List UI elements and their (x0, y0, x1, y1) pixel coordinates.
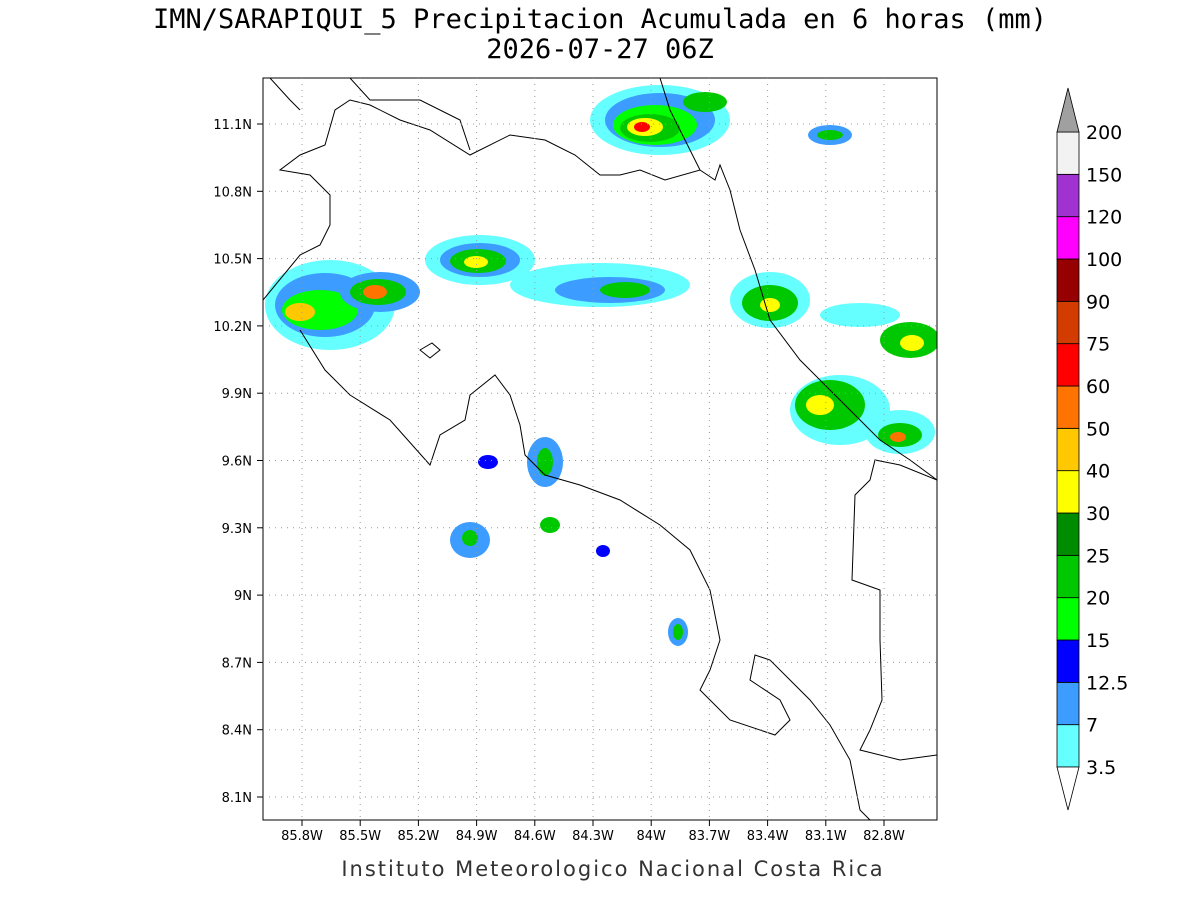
lon-label: 83.7W (688, 829, 730, 844)
title: IMN/SARAPIQUI_5 Precipitacion Acumulada … (153, 4, 1047, 35)
colorbar-label: 50 (1086, 418, 1110, 440)
colorbar-label: 60 (1086, 376, 1110, 398)
map-area: 11.1N 10.8N 10.5N 10.2N 9.9N 9.6N 9.3N 9N 8.7N 8.… (213, 77, 938, 844)
colorbar-label: 100 (1086, 249, 1122, 271)
lat-label: 10.5N (213, 253, 252, 268)
colorbar: 3.5 7 12.5 15 20 25 30 40 50 60 75 90 100 120 150 200 (1056, 87, 1128, 811)
colorbar-swatch (1056, 173, 1080, 218)
colorbar-swatch (1056, 512, 1080, 556)
colorbar-label: 200 (1086, 122, 1122, 144)
lon-label: 85.5W (339, 829, 381, 844)
lon-label: 84.3W (572, 829, 614, 844)
colorbar-under (1056, 766, 1080, 811)
colorbar-label: 7 (1086, 715, 1098, 737)
colorbar-label: 25 (1086, 545, 1110, 567)
colorbar-label: 12.5 (1086, 672, 1128, 694)
colorbar-label: 150 (1086, 164, 1122, 186)
subtitle: 2026-07-27 06Z (486, 34, 714, 65)
colorbar-over (1056, 87, 1080, 133)
colorbar-swatch (1056, 470, 1080, 514)
colorbar-swatch (1056, 554, 1080, 599)
colorbar-swatch (1056, 597, 1080, 641)
lat-label: 10.2N (213, 320, 252, 335)
colorbar-label: 90 (1086, 291, 1110, 313)
colorbar-swatch (1056, 343, 1080, 387)
colorbar-label: 20 (1086, 588, 1110, 610)
lon-label: 84W (636, 829, 666, 844)
colorbar-swatch (1056, 427, 1080, 472)
map-frame (262, 77, 938, 821)
lat-label: 9N (234, 589, 252, 604)
lon-label: 85.8W (281, 829, 323, 844)
colorbar-swatch (1056, 639, 1080, 683)
colorbar-label: 75 (1086, 334, 1110, 356)
colorbar-swatch (1056, 724, 1080, 768)
lat-label: 8.4N (222, 724, 252, 739)
colorbar-label: 15 (1086, 630, 1110, 652)
colorbar-label: 120 (1086, 207, 1122, 229)
lat-label: 11.1N (213, 118, 252, 133)
colorbar-swatch (1056, 258, 1080, 302)
colorbar-label: 30 (1086, 503, 1110, 525)
lat-label: 9.6N (222, 455, 252, 470)
colorbar-swatch (1056, 385, 1080, 429)
lon-label: 85.2W (397, 829, 439, 844)
lat-label: 10.8N (213, 185, 252, 200)
colorbar-label: 3.5 (1086, 757, 1116, 779)
footer: Instituto Meteorologico Nacional Costa R… (341, 857, 884, 881)
lat-label: 9.3N (222, 522, 252, 537)
colorbar-label: 40 (1086, 461, 1110, 483)
colorbar-swatch (1056, 131, 1080, 175)
colorbar-swatch (1056, 681, 1080, 726)
precip-field (265, 85, 937, 646)
lat-label: 8.1N (222, 791, 252, 806)
lat-label: 9.9N (222, 387, 252, 402)
lon-label: 82.8W (863, 829, 905, 844)
lon-label: 83.1W (805, 829, 847, 844)
colorbar-swatch (1056, 300, 1080, 345)
lon-label: 84.9W (456, 829, 498, 844)
colorbar-swatch (1056, 216, 1080, 260)
lon-label: 83.4W (747, 829, 789, 844)
lon-label: 84.6W (514, 829, 556, 844)
lat-label: 8.7N (222, 656, 252, 671)
